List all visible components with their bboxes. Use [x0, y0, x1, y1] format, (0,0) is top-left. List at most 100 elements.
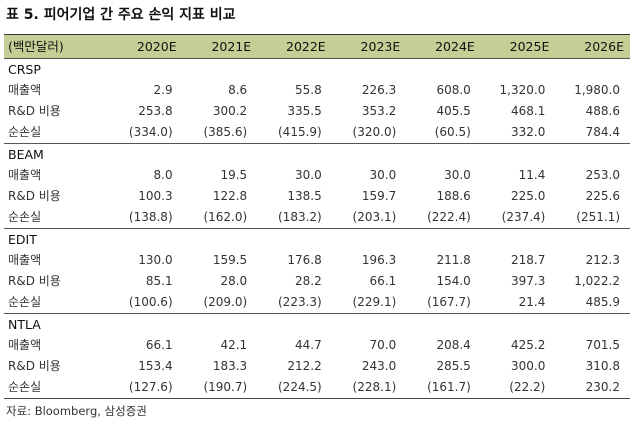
- metric-value: 130.0: [138, 253, 173, 267]
- metric-value: 19.5: [220, 168, 248, 182]
- metric-value: 138.5: [287, 189, 322, 203]
- metric-label: 순손실: [4, 377, 109, 399]
- table-row: 매출액 8.0 19.5 30.0 30.0 30.0 11.4 253.0: [4, 165, 630, 186]
- year-header: 2024E: [406, 34, 481, 59]
- metric-value: 285.5: [436, 359, 471, 373]
- metric-value: 1,022.2: [574, 274, 620, 288]
- metric-value: 784.4: [585, 125, 620, 139]
- metric-value: 485.9: [585, 295, 620, 309]
- metric-label: 순손실: [8, 125, 42, 139]
- metric-value: (251.1): [576, 210, 620, 224]
- metric-value: 253.0: [585, 168, 620, 182]
- company-row: BEAM: [4, 143, 630, 165]
- metric-value: 397.3: [511, 274, 546, 288]
- company-row: EDIT: [4, 228, 630, 250]
- metric-value: 425.2: [511, 338, 546, 352]
- metric-label: R&D 비용: [8, 104, 61, 118]
- metric-value: 122.8: [212, 189, 248, 203]
- metric-value: (223.3): [278, 295, 322, 309]
- metric-value: 159.7: [361, 189, 397, 203]
- company-name: EDIT: [4, 228, 630, 250]
- metric-value: (229.1): [352, 295, 397, 309]
- metric-value: 225.0: [511, 189, 546, 203]
- metric-value: 208.4: [436, 338, 471, 352]
- metric-value: 225.6: [585, 189, 620, 203]
- metric-value: 300.2: [212, 104, 248, 118]
- metric-label: 순손실: [8, 295, 42, 309]
- metric-value: 310.8: [585, 359, 620, 373]
- metric-label: R&D 비용: [8, 274, 61, 288]
- metric-label: 매출액: [8, 253, 42, 267]
- metric-value: 243.0: [361, 359, 397, 373]
- year-header: 2026E: [555, 34, 630, 59]
- metric-value: (138.8): [128, 210, 173, 224]
- metric-value: (415.9): [278, 125, 322, 139]
- metric-value: 28.0: [220, 274, 248, 288]
- metric-value: 608.0: [436, 83, 471, 97]
- metric-value: (190.7): [182, 377, 258, 399]
- metric-value: 100.3: [138, 189, 173, 203]
- metric-value: 28.2: [295, 274, 322, 288]
- company-name: BEAM: [4, 143, 630, 165]
- metric-value: 176.8: [287, 253, 322, 267]
- metric-value: 253.8: [138, 104, 173, 118]
- metric-label: R&D 비용: [8, 189, 61, 203]
- metric-value: 218.7: [511, 253, 546, 267]
- metric-value: 2.9: [153, 83, 173, 97]
- metric-value: (127.6): [108, 377, 183, 399]
- metric-value: 154.0: [436, 274, 471, 288]
- metric-value: 1,980.0: [574, 83, 620, 97]
- metric-value: 11.4: [518, 168, 546, 182]
- metric-label: 순손실: [8, 210, 42, 224]
- metric-value: (60.5): [434, 125, 471, 139]
- table-row: R&D 비용 253.8 300.2 335.5 353.2 405.5 468.1 488.…: [4, 101, 630, 122]
- metric-value: 211.8: [436, 253, 471, 267]
- metric-value: 468.1: [511, 104, 546, 118]
- year-header: 2021E: [182, 34, 258, 59]
- metric-value: 353.2: [361, 104, 397, 118]
- metric-value: 332.0: [511, 125, 546, 139]
- metric-value: (334.0): [128, 125, 173, 139]
- table-body: CRSP 매출액 2.9 8.6 55.8 226.3 608.0 1,320.0 1,980.…: [4, 58, 630, 399]
- metric-label: 매출액: [8, 83, 42, 97]
- unit-label: (백만달러): [4, 34, 109, 59]
- table-row: 매출액 66.1 42.1 44.7 70.0 208.4 425.2 701.5: [4, 335, 630, 356]
- company-name: NTLA: [4, 313, 630, 335]
- table-row: 매출액 2.9 8.6 55.8 226.3 608.0 1,320.0 1,980.0: [4, 80, 630, 101]
- metric-value: 44.7: [295, 338, 322, 352]
- table-title: 표 5. 피어기업 간 주요 손익 지표 비교: [6, 7, 236, 23]
- metric-value: (22.2): [480, 377, 556, 399]
- metric-value: 8.6: [228, 83, 248, 97]
- table-row: R&D 비용 153.4 183.3 212.2 243.0 285.5 300.0 310.…: [4, 356, 630, 377]
- metric-value: 42.1: [220, 338, 248, 352]
- metric-value: 70.0: [369, 338, 397, 352]
- metric-value: 488.6: [585, 104, 620, 118]
- table-row: 순손실 (334.0) (385.6) (415.9) (320.0) (60.5) 332…: [4, 122, 630, 144]
- metric-value: (228.1): [331, 377, 407, 399]
- metric-value: 66.1: [369, 274, 397, 288]
- metric-value: 30.0: [295, 168, 322, 182]
- metric-value: (222.4): [427, 210, 471, 224]
- metric-value: 30.0: [444, 168, 471, 182]
- metric-value: (320.0): [352, 125, 397, 139]
- metric-value: 153.4: [138, 359, 173, 373]
- metric-label: 매출액: [8, 168, 42, 182]
- metric-label: R&D 비용: [8, 359, 61, 373]
- table-row: R&D 비용 85.1 28.0 28.2 66.1 154.0 397.3 1,022.2: [4, 271, 630, 292]
- table-header: (백만달러) 2020E 2021E 2022E 2023E 2024E 202…: [4, 34, 630, 59]
- table-row: 순손실 (127.6) (190.7) (224.5) (228.1) (161.7) (2…: [4, 377, 630, 399]
- metric-value: (167.7): [427, 295, 471, 309]
- metric-value: 1,320.0: [499, 83, 546, 97]
- metric-value: 335.5: [287, 104, 322, 118]
- metric-value: (161.7): [406, 377, 481, 399]
- metric-value: 30.0: [369, 168, 397, 182]
- metric-value: 226.3: [361, 83, 397, 97]
- peer-comparison-table: (백만달러) 2020E 2021E 2022E 2023E 2024E 202…: [4, 34, 630, 399]
- metric-value: 66.1: [145, 338, 173, 352]
- table-row: R&D 비용 100.3 122.8 138.5 159.7 188.6 225.0 225.…: [4, 186, 630, 207]
- year-header: 2020E: [108, 34, 183, 59]
- table-row: 순손실 (138.8) (162.0) (183.2) (203.1) (222.4) (2…: [4, 207, 630, 229]
- metric-value: 701.5: [585, 338, 620, 352]
- source-note: 자료: Bloomberg, 삼성증권: [6, 404, 147, 418]
- company-row: NTLA: [4, 313, 630, 335]
